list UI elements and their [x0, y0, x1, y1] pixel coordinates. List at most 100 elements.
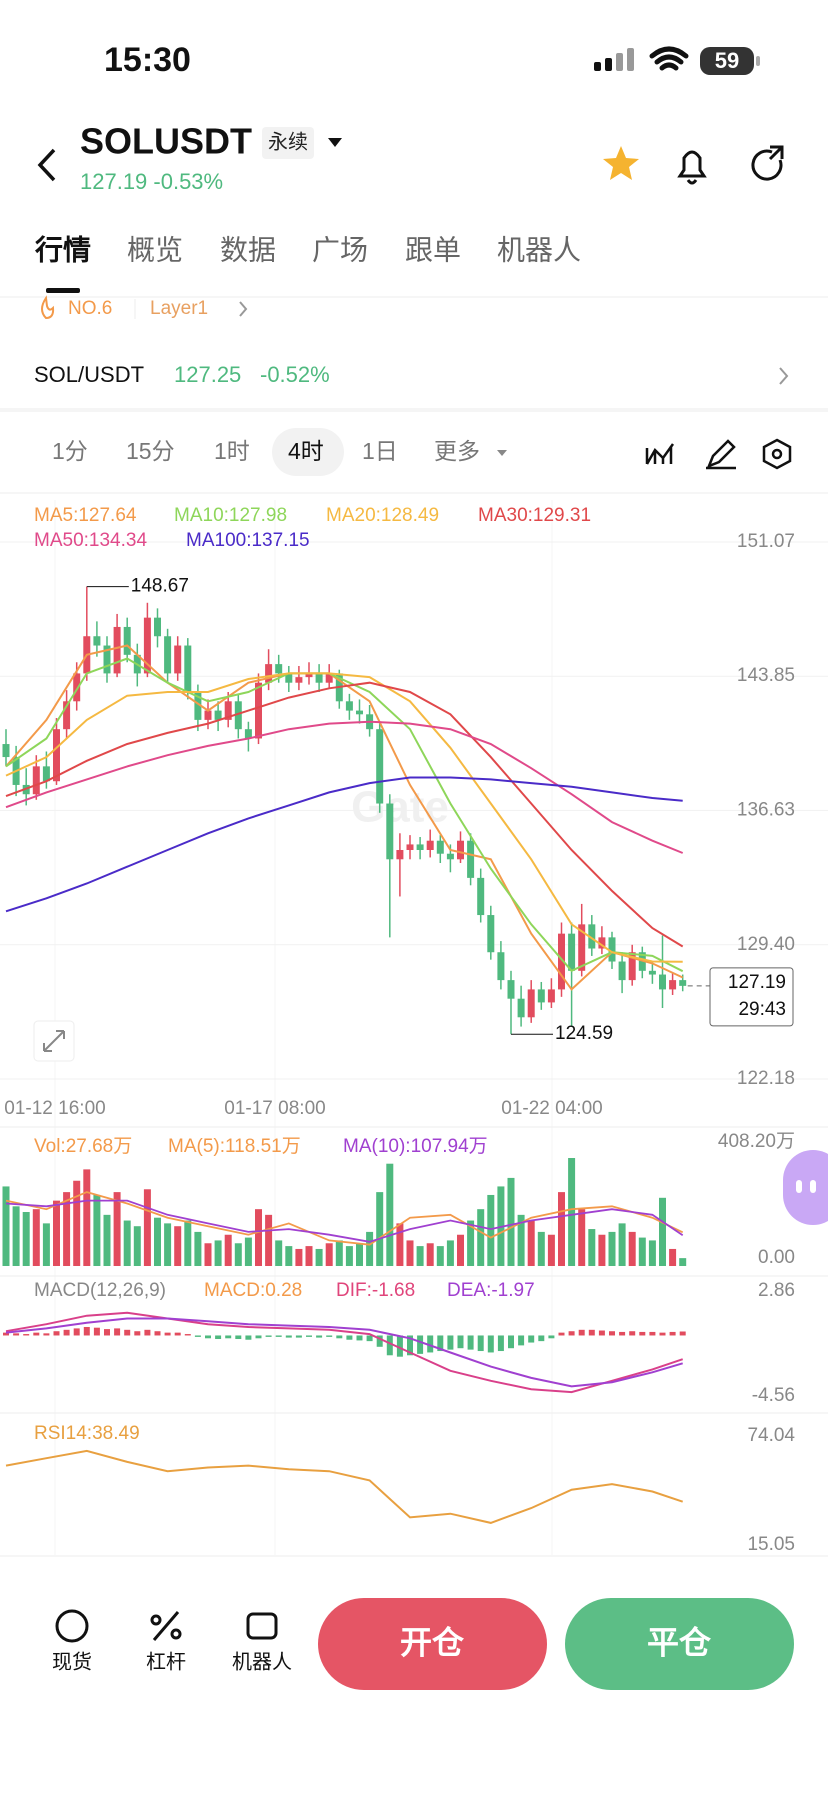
sector-tag[interactable]: Layer1	[150, 298, 208, 319]
candle-body	[275, 664, 283, 674]
interval[interactable]: 1分	[52, 438, 88, 464]
y-tick-label: 129.40	[737, 934, 795, 955]
open-label[interactable]: 开仓	[400, 1624, 465, 1660]
candle-body	[467, 840, 475, 878]
candle-body	[295, 677, 303, 683]
interval[interactable]: 15分	[126, 438, 175, 464]
spot-icon[interactable]	[55, 1609, 89, 1643]
bell-icon[interactable]	[677, 150, 707, 185]
macd-bar	[306, 1335, 312, 1337]
settings-icon[interactable]	[762, 438, 792, 470]
volume-bar	[436, 1246, 444, 1266]
volume-bar	[214, 1240, 222, 1266]
macd-bar	[326, 1335, 333, 1337]
macd-bar	[245, 1335, 252, 1340]
macd-bar	[518, 1335, 525, 1346]
macd-bar	[285, 1335, 292, 1338]
close-button[interactable]	[565, 1598, 794, 1690]
candle-body	[396, 849, 404, 860]
spot-pair[interactable]: SOL/USDT	[34, 362, 144, 387]
bubble-eye	[796, 1180, 802, 1193]
volume-bar	[527, 1220, 535, 1266]
rsi-legend: RSI14:38.49	[34, 1423, 140, 1444]
macd-legend: MACD(12,26,9)	[34, 1280, 166, 1301]
candle-body	[376, 729, 384, 804]
volume-bar	[457, 1234, 464, 1266]
volume-bar	[133, 1226, 141, 1266]
candle-body	[547, 989, 555, 1003]
wifi-icon	[649, 46, 689, 71]
volume-bar	[275, 1240, 283, 1266]
macd-bar	[649, 1331, 656, 1336]
macd-bar	[396, 1335, 403, 1357]
draw-icon[interactable]	[706, 439, 736, 470]
robot-icon[interactable]	[246, 1612, 278, 1640]
macd-bar	[316, 1335, 323, 1338]
close-label[interactable]: 平仓	[647, 1624, 712, 1660]
macd-bar	[73, 1328, 80, 1336]
margin-icon[interactable]	[150, 1611, 182, 1641]
volume-bar	[184, 1220, 192, 1266]
volume-bar	[154, 1217, 161, 1266]
tab[interactable]: 跟单	[405, 234, 461, 265]
y-tick-label: 15.05	[747, 1534, 795, 1555]
candle-body	[497, 952, 505, 981]
macd-bar	[215, 1335, 222, 1340]
candle-body	[345, 701, 353, 711]
macd-bar	[93, 1327, 100, 1336]
volume-bar	[255, 1209, 262, 1266]
candle-body	[628, 952, 636, 981]
tab[interactable]: 行情	[34, 233, 91, 265]
interval[interactable]: 更多	[434, 438, 480, 464]
ma-line	[5, 644, 684, 991]
macd-bar	[548, 1335, 555, 1339]
interval[interactable]: 1时	[214, 438, 250, 464]
favorite-star[interactable]	[603, 146, 639, 180]
macd-legend: DEA:-1.97	[447, 1280, 535, 1301]
tab[interactable]: 机器人	[497, 234, 581, 265]
macd-bar	[639, 1331, 646, 1336]
nav-label[interactable]: 杠杆	[146, 1650, 186, 1673]
volume-bar	[537, 1231, 545, 1266]
nav-label[interactable]: 机器人	[232, 1650, 292, 1673]
candle-body	[618, 961, 626, 981]
y-tick-label: 2.86	[758, 1280, 795, 1301]
macd-bar	[43, 1333, 50, 1336]
y-tick-label: 408.20万	[718, 1131, 795, 1152]
candle-body	[659, 974, 666, 990]
share-icon[interactable]	[751, 145, 784, 181]
macd-bar	[356, 1335, 363, 1341]
candle-body	[426, 840, 434, 850]
candle-body	[174, 645, 182, 674]
rsi-line	[5, 1449, 684, 1524]
last-price: 127.19	[728, 972, 786, 993]
open-button[interactable]	[318, 1598, 547, 1690]
dropdown[interactable]	[328, 138, 342, 147]
macd-bar	[154, 1331, 161, 1336]
macd-bar	[205, 1335, 211, 1339]
tab[interactable]: 数据	[220, 234, 276, 265]
candle-body	[477, 877, 485, 916]
candle-body	[224, 701, 232, 720]
nav-label[interactable]: 现货	[52, 1650, 92, 1673]
candle-body	[507, 980, 515, 999]
macd-bar	[508, 1335, 514, 1349]
interval[interactable]: 4时	[288, 438, 324, 464]
bubble-eye	[810, 1180, 816, 1193]
candle-body	[558, 933, 565, 990]
tab[interactable]: 概览	[127, 234, 183, 265]
tab-bar: 行情 概览 数据 广场 跟单 机器人	[34, 233, 581, 265]
volume-bar	[568, 1158, 576, 1266]
candle-body	[234, 701, 242, 730]
volume-bar	[42, 1223, 50, 1266]
bottom-bar: 现货 杠杆 机器人	[52, 1650, 292, 1673]
assistant-bubble[interactable]	[783, 1150, 828, 1225]
volume-bar	[366, 1231, 374, 1266]
tab[interactable]: 广场	[312, 234, 368, 265]
back-button[interactable]	[37, 148, 56, 182]
interval[interactable]: 1日	[362, 438, 398, 464]
indicator-icon[interactable]	[645, 443, 675, 465]
candle-body	[325, 673, 333, 683]
interval-more-arrow	[497, 450, 507, 456]
volume-bar	[578, 1209, 586, 1266]
